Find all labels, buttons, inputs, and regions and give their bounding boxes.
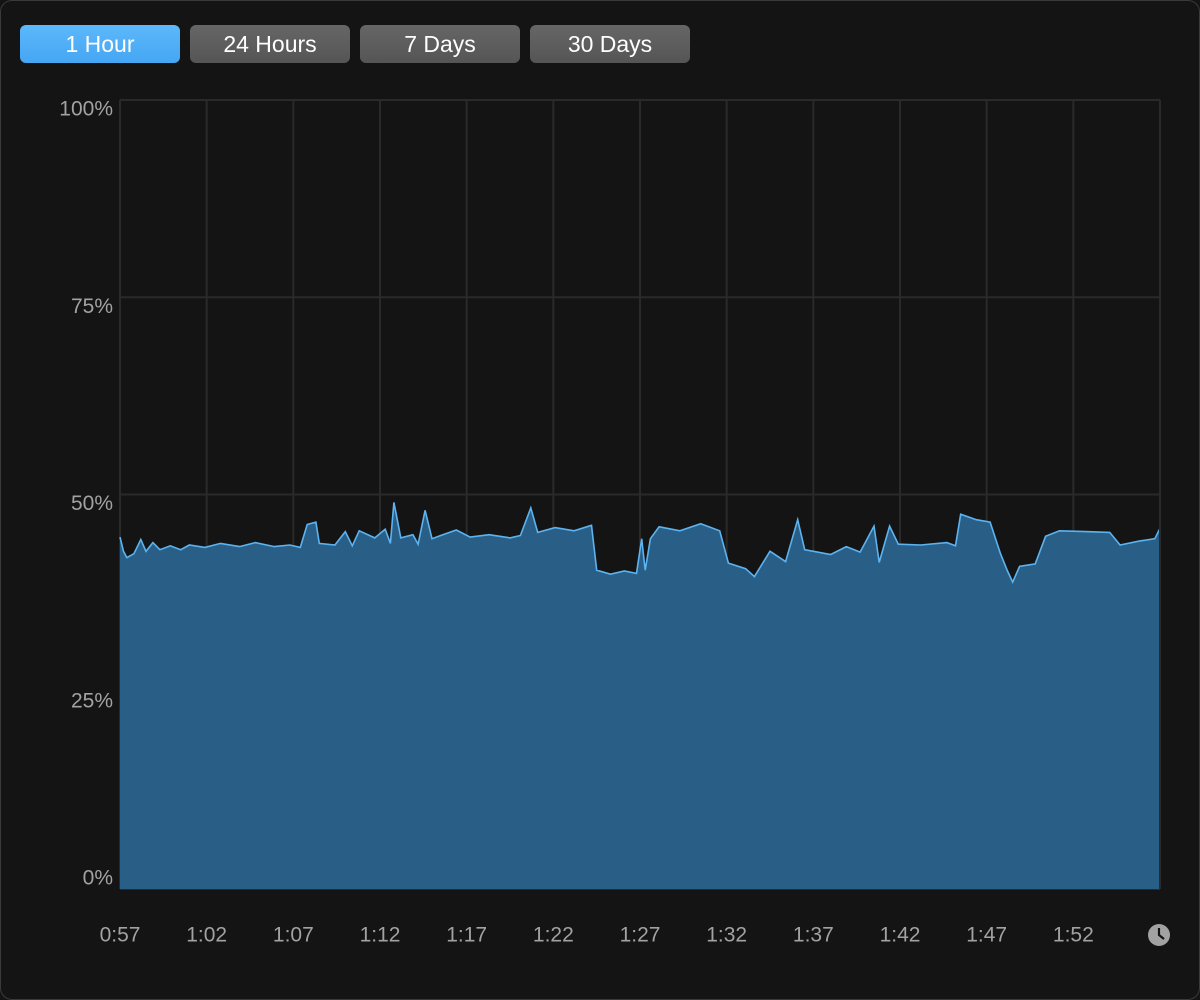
y-tick-label: 50% [71,492,113,515]
x-tick-label: 1:47 [966,924,1007,947]
range-button[interactable]: 7 Days [360,25,520,63]
x-tick-label: 0:57 [100,924,141,947]
range-button[interactable]: 1 Hour [20,25,180,63]
y-tick-label: 25% [71,689,113,712]
line [119,502,1161,585]
y-tick-label: 100% [59,98,113,121]
x-tick-label: 1:17 [446,924,487,947]
range-button[interactable]: 30 Days [530,25,690,63]
x-tick-label: 1:07 [273,924,314,947]
range-button[interactable]: 24 Hours [190,25,350,63]
x-tick-label: 1:12 [360,924,401,947]
area [120,502,1160,889]
x-tick-label: 1:52 [1053,924,1094,947]
clock-icon [1148,924,1170,946]
x-tick-label: 1:27 [620,924,661,947]
y-tick-label: 0% [83,867,113,890]
y-tick-label: 75% [71,295,113,318]
x-tick-label: 1:22 [533,924,574,947]
x-tick-label: 1:42 [880,924,921,947]
x-tick-label: 1:37 [793,924,834,947]
x-tick-label: 1:32 [706,924,747,947]
x-tick-label: 1:02 [186,924,227,947]
